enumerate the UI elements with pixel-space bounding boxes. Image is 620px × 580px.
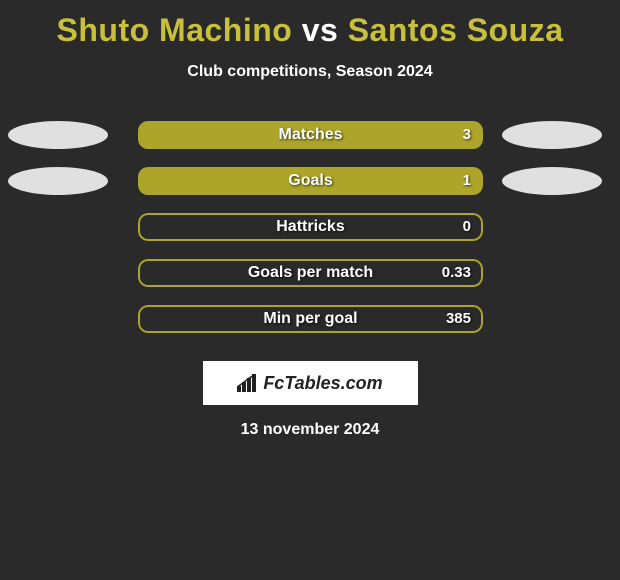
stat-label: Goals per match: [138, 259, 483, 287]
title-vs: vs: [302, 12, 339, 48]
title-player2: Santos Souza: [348, 12, 564, 48]
stat-bar-border: [138, 213, 483, 241]
player1-ellipse: [8, 167, 108, 195]
stat-bar: Min per goal385: [138, 305, 483, 333]
stat-row: Min per goal385: [0, 305, 620, 351]
chart-icon: [237, 374, 259, 392]
stat-bar-border: [138, 259, 483, 287]
date-text: 13 november 2024: [0, 421, 620, 439]
stat-bar-fill: [138, 121, 483, 149]
stat-row: Goals per match0.33: [0, 259, 620, 305]
player2-ellipse: [502, 167, 602, 195]
player1-ellipse: [8, 121, 108, 149]
stat-bar-border: [138, 305, 483, 333]
subtitle: Club competitions, Season 2024: [0, 63, 620, 81]
stat-bar: Hattricks0: [138, 213, 483, 241]
stat-value: 0.33: [442, 259, 471, 287]
page-title: Shuto Machino vs Santos Souza: [0, 0, 620, 49]
logo-text: FcTables.com: [263, 373, 382, 394]
stats-rows: Matches3Goals1Hattricks0Goals per match0…: [0, 121, 620, 351]
stat-bar: Matches3: [138, 121, 483, 149]
stat-row: Hattricks0: [0, 213, 620, 259]
stat-bar-fill: [138, 167, 483, 195]
stat-bar: Goals per match0.33: [138, 259, 483, 287]
stat-label: Hattricks: [138, 213, 483, 241]
stat-row: Goals1: [0, 167, 620, 213]
player2-ellipse: [502, 121, 602, 149]
stat-value: 0: [463, 213, 471, 241]
fctables-logo[interactable]: FcTables.com: [203, 361, 418, 405]
title-player1: Shuto Machino: [57, 12, 293, 48]
stat-row: Matches3: [0, 121, 620, 167]
stat-label: Min per goal: [138, 305, 483, 333]
stat-bar: Goals1: [138, 167, 483, 195]
stat-value: 385: [446, 305, 471, 333]
